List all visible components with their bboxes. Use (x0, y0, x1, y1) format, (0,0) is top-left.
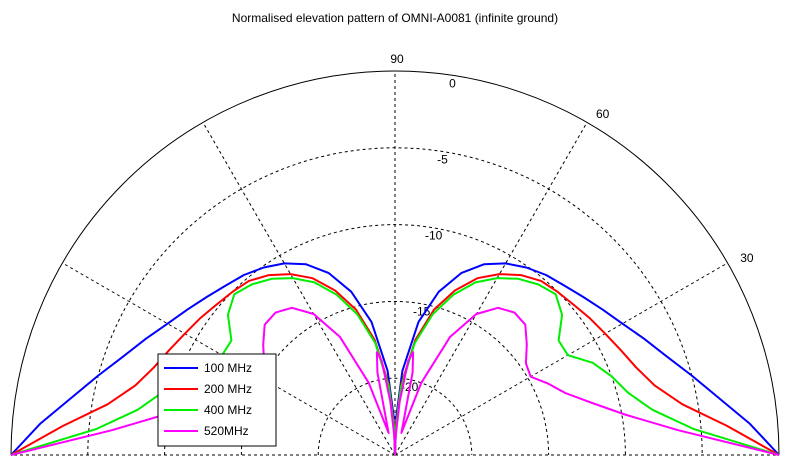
series-line (394, 277, 780, 456)
series-line (394, 262, 780, 456)
radial-tick-label: -15 (413, 304, 431, 318)
grid-spoke (394, 262, 728, 456)
series-line (394, 273, 780, 456)
legend-entry: 100 MHz (204, 361, 252, 375)
outer-boundary (10, 70, 780, 456)
angular-tick-label: 60 (596, 107, 610, 121)
grid-ring (317, 377, 473, 456)
radial-tick-label: 0 (449, 77, 456, 91)
series-line (10, 273, 396, 456)
legend-entry: 200 MHz (204, 382, 252, 396)
series-line (10, 262, 396, 456)
angular-tick-label: 90 (390, 52, 404, 66)
legend-entry: 400 MHz (204, 403, 252, 417)
radial-tick-label: -10 (425, 228, 443, 242)
outer-arc (10, 70, 780, 456)
legend: 100 MHz 200 MHz 400 MHz 520MHz (157, 353, 277, 447)
angular-tick-label: 30 (740, 251, 754, 265)
series-line (394, 306, 780, 456)
grid-spoke (202, 122, 396, 456)
chart-title: Normalised elevation pattern of OMNI-A00… (232, 11, 558, 25)
polar-grid (11, 71, 779, 456)
radial-tick-label: -5 (437, 153, 448, 167)
legend-entry: 520MHz (204, 424, 249, 438)
grid-spoke (394, 122, 588, 456)
